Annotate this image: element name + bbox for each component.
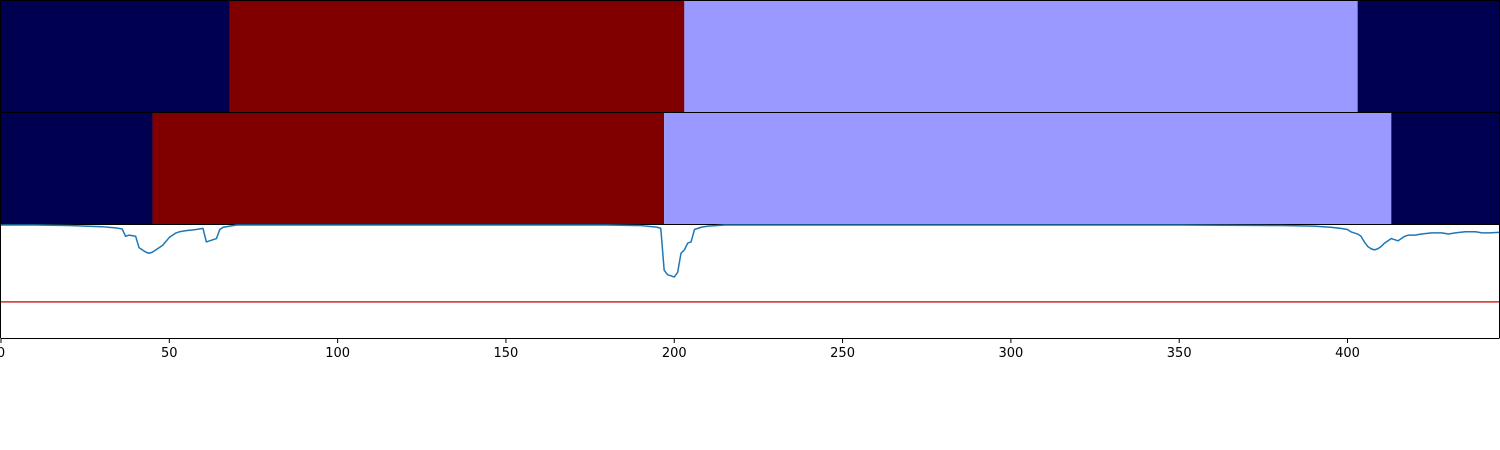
segment-row-2-band-1 — [1, 113, 153, 224]
x-tick-label: 350 — [1167, 346, 1192, 361]
x-tick-label: 300 — [998, 346, 1023, 361]
segment-row-2-band-3 — [664, 113, 1392, 224]
x-tick-label: 0 — [0, 346, 5, 361]
series-line — [1, 224, 1500, 278]
segment-row-1-band-1 — [1, 1, 230, 112]
x-tick-label: 400 — [1335, 346, 1360, 361]
segment-row-1 — [0, 0, 1500, 113]
segment-row-2 — [0, 112, 1500, 225]
segment-row-1-band-4 — [1357, 1, 1499, 112]
segment-rows — [0, 0, 1500, 225]
segment-row-1-band-3 — [684, 1, 1358, 112]
segment-row-2-band-2 — [152, 113, 665, 224]
segment-row-1-band-2 — [229, 1, 685, 112]
x-tick-label: 250 — [830, 346, 855, 361]
x-tick-label: 100 — [325, 346, 350, 361]
x-axis: 0 50 100 150 200 250 300 350 400 — [0, 339, 1360, 361]
line-panel — [0, 224, 1500, 339]
x-tick-label: 150 — [494, 346, 519, 361]
segment-row-2-band-4 — [1391, 113, 1499, 224]
x-tick-label: 200 — [662, 346, 687, 361]
x-tick-label: 50 — [161, 346, 178, 361]
